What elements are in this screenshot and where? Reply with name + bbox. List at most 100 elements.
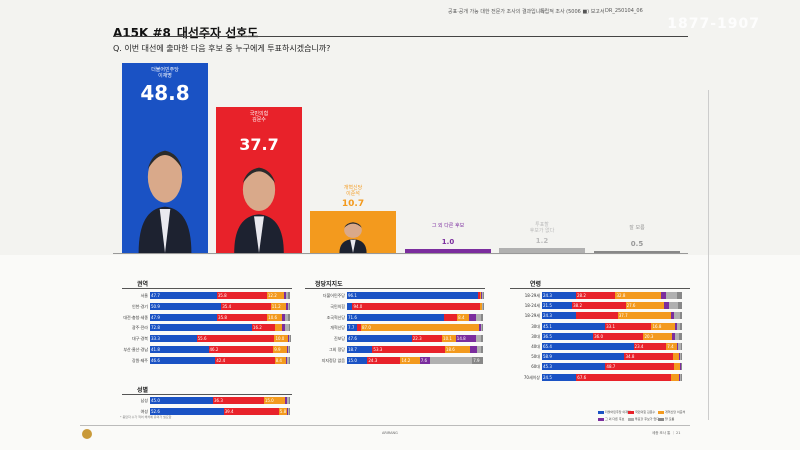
survey-question: Q. 이번 대선에 출마한 다음 후보 중 누구에게 투표하시겠습니까? [113, 44, 331, 53]
bar-segment: 38.2 [572, 302, 626, 310]
bar-segment [288, 356, 290, 364]
bar-segment: 18.6 [444, 346, 471, 353]
segment-label: 10.0 [275, 336, 285, 342]
bar-segment [680, 363, 682, 371]
segment-label: 27.6 [626, 303, 636, 309]
bar-segment: 35.8 [217, 313, 268, 321]
segment-label: 10.6 [268, 314, 278, 320]
bar-segment [664, 302, 669, 310]
bar-segment: 39.4 [223, 407, 279, 415]
candidate-value: 48.8 [140, 81, 190, 106]
segment-label: 35.4 [222, 303, 232, 309]
bar-segment: 47.6 [347, 335, 412, 343]
row-label: 30대 [531, 333, 540, 339]
stacked-bar: 41.8 46.2 9.9 [150, 346, 290, 353]
bar-segment: 20.3 [643, 332, 672, 340]
segment-label: 7.9 [473, 357, 480, 363]
segment-label: 35.8 [218, 314, 227, 320]
bar-segment: 87.0 [361, 324, 480, 332]
bar-segment: 55.6 [196, 335, 275, 343]
bar-segment [681, 373, 682, 381]
bar-segment: 94.0 [352, 302, 481, 310]
bar-segment [681, 353, 682, 361]
section-rule-gender [122, 394, 292, 395]
row-label: 조국혁신당 [326, 314, 345, 320]
row-label: 지지정당 없음 [321, 357, 345, 363]
bar-segment [288, 313, 290, 321]
header-report: 독립적 조사 (5006 ■) 보고서 [540, 9, 605, 15]
bar-segment [281, 313, 285, 321]
segment-label: 36.0 [594, 333, 603, 339]
segment-label: 24.3 [543, 293, 552, 298]
candidate-value: 37.7 [239, 134, 279, 154]
segment-label: 28.2 [577, 293, 586, 298]
stacked-bar: 15.0 24.3 14.2 7.6 7.9 [347, 356, 483, 364]
row-label: 더불어민주당 [322, 293, 345, 298]
legend-item: 국민의힘 김문수 [628, 410, 655, 414]
row-label: 30대 [531, 323, 540, 329]
section-title-region: 권역 [137, 281, 149, 288]
title-subject: 대선주자 선호도 [176, 26, 259, 40]
stacked-bar: 47.7 35.8 12.2 [150, 292, 290, 299]
header-code: DR_250104_06 [605, 8, 643, 14]
bar-segment [284, 324, 289, 332]
bar-segment: 7.4 [666, 343, 677, 350]
stacked-bar: 47.6 22.3 10.1 14.8 [347, 335, 483, 343]
bar-segment [665, 292, 678, 299]
bar-segment: 15.0 [263, 397, 285, 404]
segment-label: 7.4 [667, 344, 674, 349]
segment-label: 45.1 [543, 323, 552, 329]
segment-label: 48.7 [606, 364, 616, 370]
bar-segment: 10.0 [274, 335, 289, 343]
segment-label: 38.2 [573, 303, 582, 309]
bar-segment: 18.7 [347, 346, 373, 353]
stacked-bar: 18.7 53.3 18.6 [347, 346, 483, 353]
bar-segment [679, 353, 681, 361]
title-code: A15K #8 [113, 26, 171, 40]
bar-segment: 7.6 [419, 356, 431, 364]
bar-segment: 47.9 [150, 313, 218, 321]
stacked-bar: 50.9 35.4 11.2 [150, 302, 290, 310]
segment-label: 9.9 [274, 347, 281, 352]
bar-segment: 14.2 [400, 356, 420, 364]
row-label: 60대 [531, 364, 540, 370]
row-label: 18-29세 [524, 313, 540, 319]
row-label: 강원·제주 [132, 357, 148, 363]
bar-segment: 48.7 [605, 363, 674, 371]
bar-segment [288, 346, 290, 353]
bar-segment [287, 356, 289, 364]
bar-segment: 34.8 [624, 353, 674, 361]
bar-segment: 23.4 [633, 343, 667, 350]
segment-label: 33.3 [151, 336, 160, 342]
segment-label: 18.7 [348, 347, 357, 352]
bar-segment: 24.3 [367, 356, 401, 364]
candidate-bar [405, 249, 491, 253]
segment-label: 47.9 [151, 314, 160, 320]
stacked-bar: 45.1 33.1 16.8 [542, 322, 682, 330]
bar-segment: 12.2 [266, 292, 284, 299]
segment-label: 42.4 [216, 357, 226, 363]
stacked-bar: 46.6 42.4 8.4 [150, 356, 290, 364]
segment-label: 72.8 [151, 325, 160, 331]
segment-label: 22.3 [412, 336, 422, 342]
bar-segment [670, 373, 680, 381]
bar-segment: 42.4 [215, 356, 275, 364]
section-title-age: 연령 [530, 281, 542, 288]
segment-label: 14.8 [456, 336, 466, 342]
stacked-bar: 45.0 36.3 15.0 [150, 397, 290, 404]
candidate-value: 0.5 [630, 240, 644, 248]
bar-segment [287, 302, 290, 310]
segment-label: 55.6 [197, 336, 207, 342]
bar-segment [289, 346, 290, 353]
bar-segment [287, 346, 289, 353]
bar-segment: 46.6 [150, 356, 216, 364]
segment-label: 7.6 [420, 357, 428, 363]
bar-segment: 14.8 [455, 335, 476, 343]
bar-segment [288, 335, 290, 343]
candidate-name: 투표할 후보가 없다 [529, 222, 555, 235]
legend-item: 개혁신당 이준석 [658, 410, 685, 414]
bar-segment: 10.1 [442, 335, 456, 343]
row-label: 여성 [140, 408, 148, 414]
row-label: 대구·경북 [132, 336, 148, 342]
bar-segment [680, 312, 682, 320]
